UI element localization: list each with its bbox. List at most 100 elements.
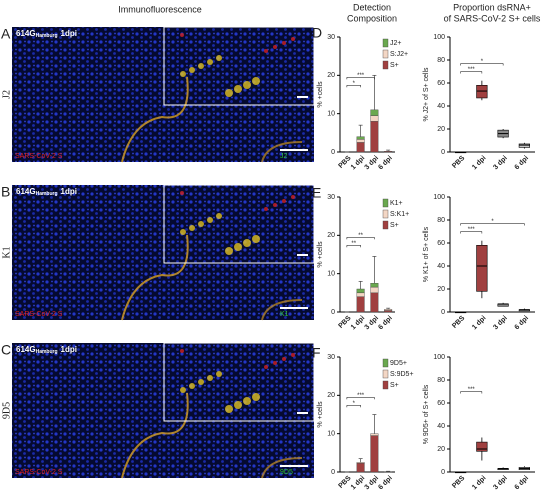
bar-segment (370, 121, 379, 153)
signal (225, 247, 233, 255)
y-tick-label: 0 (441, 309, 445, 316)
y-tick-label: 10 (327, 431, 335, 438)
legend-swatch (382, 220, 389, 230)
signal (252, 393, 260, 401)
micrograph (12, 27, 314, 162)
x-tick-label: 1 dpi (471, 475, 488, 492)
x-tick-label: 6 dpi (514, 475, 531, 492)
bar-segment (384, 151, 393, 153)
bar-segment (356, 296, 365, 313)
tissue-edge (121, 234, 189, 321)
bar-segment (356, 288, 365, 294)
antibody-label: 9D5 (1, 402, 12, 419)
signal (180, 387, 186, 393)
signal (282, 199, 286, 203)
x-tick-label: 6 dpi (377, 155, 394, 172)
signal (198, 63, 204, 69)
signal (264, 207, 268, 211)
x-tick-label: 6 dpi (377, 315, 394, 332)
sig-label: *** (468, 227, 476, 233)
signal (291, 37, 295, 41)
stain-label: 9D5 (280, 469, 293, 476)
y-tick-label: 20 (437, 286, 445, 293)
x-tick-label: 3 dpi (492, 155, 509, 172)
bar-segment (356, 142, 365, 153)
signal (189, 383, 195, 389)
panel-letter: C (1, 342, 11, 358)
micrograph (12, 343, 314, 478)
strain-part: Hamburg (36, 191, 58, 197)
strain-part: 1dpi (61, 29, 77, 38)
y-axis-label: % K1+ of S+ cells (423, 226, 430, 282)
legend-label: S:K1+ (390, 211, 409, 218)
stain-label: SARS-CoV-2 S (15, 469, 63, 476)
inset-frame (163, 342, 315, 422)
signal (198, 379, 204, 385)
y-tick-label: 100 (433, 194, 445, 201)
y-tick-label: 20 (437, 126, 445, 133)
signal (234, 243, 242, 251)
x-tick-label: 1 dpi (471, 155, 488, 172)
stain-label: SARS-CoV-2 S (15, 311, 63, 318)
tissue-edge (261, 141, 303, 163)
legend-swatch (382, 358, 389, 368)
x-tick-label: PBS (451, 155, 466, 170)
bar-segment (370, 433, 379, 436)
box (476, 85, 488, 99)
tissue-edge (261, 457, 303, 479)
signal (291, 353, 295, 357)
y-tick-label: 30 (327, 194, 335, 201)
signal (207, 375, 213, 381)
x-tick-label: 3 dpi (364, 475, 381, 492)
panel-letter: F (312, 345, 321, 361)
strain-label: 614GHamburg 1dpi (16, 345, 77, 355)
sig-bracket (346, 405, 361, 408)
y-tick-label: 20 (327, 72, 335, 79)
strain-part: 614G (16, 345, 36, 354)
signal (252, 235, 260, 243)
header: Proportion dsRNA+ (453, 2, 531, 12)
box (476, 245, 488, 292)
signal (180, 229, 186, 235)
sig-label: *** (468, 387, 476, 393)
y-axis-label: % 9D5+ of S+ cells (423, 384, 430, 444)
header: Detection (353, 2, 391, 12)
y-tick-label: 60 (437, 240, 445, 247)
y-tick-label: 20 (437, 446, 445, 453)
tissue-edge (121, 392, 189, 479)
signal (198, 221, 204, 227)
signal (216, 55, 222, 61)
y-tick-label: 80 (437, 377, 445, 384)
x-tick-label: 3 dpi (364, 155, 381, 172)
legend-label: S:J2+ (390, 51, 408, 58)
signal (273, 203, 277, 207)
bar-segment (384, 309, 393, 311)
antibody-label: J2 (1, 90, 12, 99)
signal (216, 213, 222, 219)
signal (180, 191, 184, 195)
bar-segment (356, 292, 365, 297)
y-tick-label: 20 (327, 232, 335, 239)
legend-swatch (382, 198, 389, 208)
signal (291, 195, 295, 199)
signal (189, 225, 195, 231)
sig-label: * (481, 59, 484, 65)
bar-segment (370, 286, 379, 294)
stain-label: SARS-CoV-2 S (15, 153, 63, 160)
legend-label: K1+ (390, 200, 403, 207)
y-tick-label: 40 (437, 423, 445, 430)
x-tick-label: 1 dpi (471, 315, 488, 332)
sig-label: *** (468, 67, 476, 73)
x-tick-label: PBS (451, 475, 466, 490)
bar-segment (356, 462, 365, 473)
x-tick-label: 3 dpi (364, 315, 381, 332)
strain-part: 1dpi (61, 187, 77, 196)
sig-label: * (353, 401, 356, 407)
signal (273, 45, 277, 49)
strain-label: 614GHamburg 1dpi (16, 29, 77, 39)
x-tick-label: 1 dpi (350, 155, 367, 172)
signal (180, 349, 184, 353)
header: Immunofluorescence (118, 4, 202, 14)
bar-segment (356, 136, 365, 140)
